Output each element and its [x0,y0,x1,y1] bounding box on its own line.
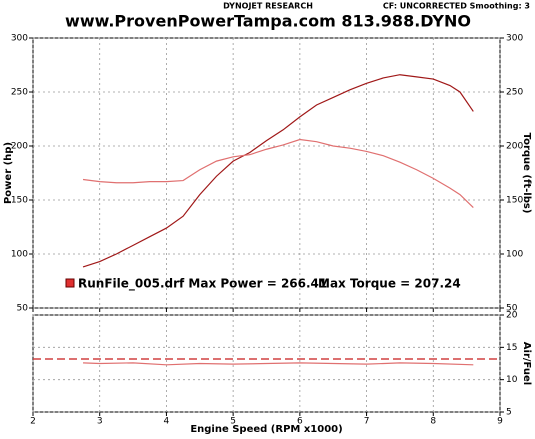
y2-axis-label: Torque (ft-lbs) [521,133,532,214]
y2-axis-label: Air/Fuel [521,342,532,385]
y2-tick-label: 5 [506,408,512,418]
y2-tick-label: 250 [506,88,523,98]
legend-text: Max Torque = 207.24 [318,277,461,291]
y-tick-label: 100 [11,250,28,260]
x-axis-label: Engine Speed (RPM x1000) [190,424,342,435]
y2-tick-label: 200 [506,142,523,152]
x-tick-label: 2 [30,417,36,427]
legend-text: RunFile_005.drf Max Power = 266.41 [78,277,327,292]
y2-tick-label: 20 [506,311,518,321]
y-tick-label: 50 [17,304,29,314]
data-line [82,74,474,268]
x-tick-label: 9 [497,417,503,427]
header-left: DYNOJET RESEARCH [223,2,313,11]
y2-tick-label: 50 [506,304,518,314]
y-tick-label: 250 [11,88,28,98]
data-line [82,138,474,208]
x-tick-label: 4 [164,417,170,427]
x-tick-label: 8 [430,417,436,427]
y2-tick-label: 15 [506,343,517,353]
x-tick-label: 7 [364,417,370,427]
x-tick-label: 3 [97,417,103,427]
y2-tick-label: 100 [506,250,523,260]
y-tick-label: 150 [11,196,28,206]
y-tick-label: 200 [11,142,28,152]
x-tick-label: 5 [230,417,236,427]
chart-title: www.ProvenPowerTampa.com 813.988.DYNO [65,12,471,31]
y-tick-label: 300 [11,34,28,44]
header-right: CF: UNCORRECTED Smoothing: 3 [383,2,530,11]
legend-swatch [65,278,75,288]
y2-tick-label: 300 [506,34,523,44]
data-line [83,362,474,366]
x-tick-label: 6 [297,417,303,427]
y2-tick-label: 150 [506,196,523,206]
y-axis-label: Power (hp) [3,142,14,204]
y2-tick-label: 10 [506,375,518,385]
